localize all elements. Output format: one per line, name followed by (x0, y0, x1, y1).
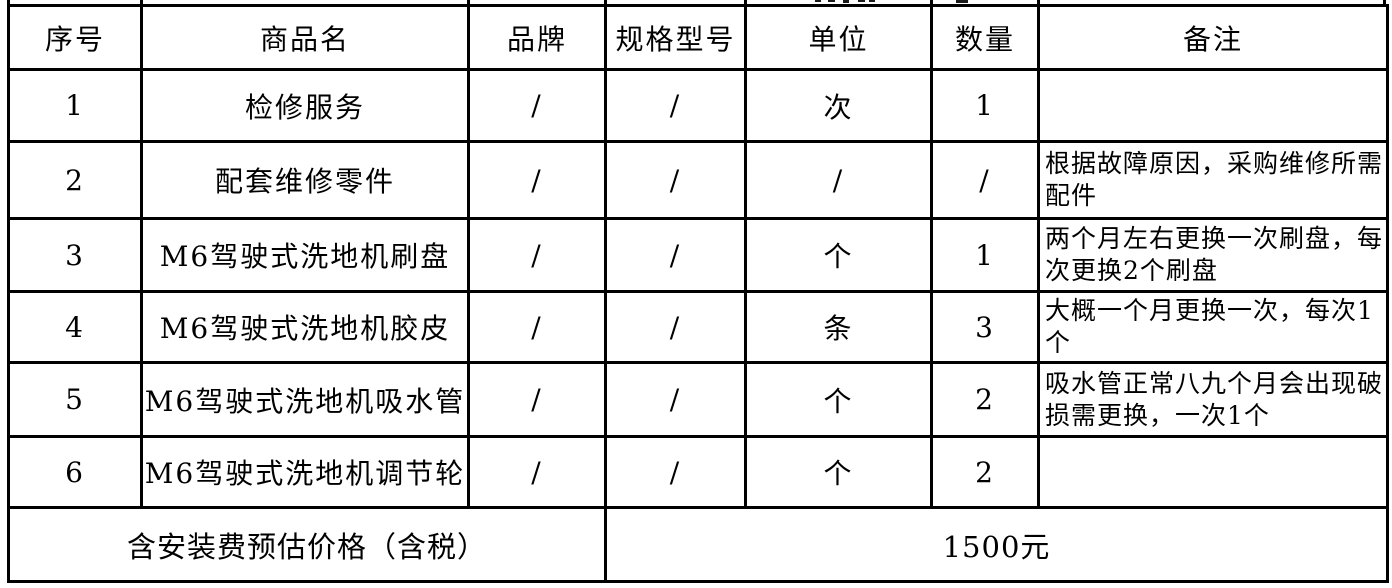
cell-qty: 3 (930, 290, 1040, 364)
cell-qty: 2 (930, 435, 1040, 509)
cell-spec: / (604, 361, 747, 438)
cell-no: 6 (7, 435, 143, 509)
cell-brand: / (467, 68, 607, 143)
cell-no: 1 (7, 68, 143, 143)
cell-name: M6驾驶式洗地机刷盘 (140, 217, 470, 293)
cell-name: 检修服务 (140, 68, 470, 143)
cell-unit: 个 (744, 217, 933, 293)
column-header-no: 序号 (7, 4, 143, 71)
cell-note: 吸水管正常八九个月会出现破损需更换，一次1个 (1037, 361, 1389, 438)
table-header: 序号 商品名 品牌 规格型号 单位 数量 备注 (7, 4, 1389, 71)
cell-spec: / (604, 435, 747, 509)
cell-unit: 个 (744, 361, 933, 438)
column-header-note: 备注 (1037, 4, 1389, 71)
column-header-spec: 规格型号 (604, 4, 747, 71)
table-body: 1 检修服务 / / 次 1 2 配套维修零件 / / / / 根据故障原因，采… (7, 68, 1389, 509)
cell-unit: 条 (744, 290, 933, 364)
cell-brand: / (467, 217, 607, 293)
footer-price-value: 1500元 (604, 506, 1389, 583)
quotation-table: 序号 商品名 品牌 规格型号 单位 数量 备注 1 检修服务 / / 次 1 2… (7, 4, 1389, 583)
cell-name: M6驾驶式洗地机吸水管 (140, 361, 470, 438)
cell-no: 2 (7, 140, 143, 220)
cell-note: 两个月左右更换一次刷盘，每次更换2个刷盘 (1037, 217, 1389, 293)
column-header-brand: 品牌 (467, 4, 607, 71)
table-row: 4 M6驾驶式洗地机胶皮 / / 条 3 大概一个月更换一次，每次1个 (7, 290, 1389, 364)
table-row: 6 M6驾驶式洗地机调节轮 / / 个 2 (7, 435, 1389, 509)
cell-note: 大概一个月更换一次，每次1个 (1037, 290, 1389, 364)
table-row: 5 M6驾驶式洗地机吸水管 / / 个 2 吸水管正常八九个月会出现破损需更换，… (7, 361, 1389, 438)
cell-note: 根据故障原因，采购维修所需配件 (1037, 140, 1389, 220)
cell-unit: 次 (744, 68, 933, 143)
cell-no: 4 (7, 290, 143, 364)
table-row: 2 配套维修零件 / / / / 根据故障原因，采购维修所需配件 (7, 140, 1389, 220)
table-footer: 含安装费预估价格（含税） 1500元 (7, 506, 1389, 583)
cell-name: M6驾驶式洗地机胶皮 (140, 290, 470, 364)
cell-brand: / (467, 140, 607, 220)
cell-spec: / (604, 140, 747, 220)
footer-price-label: 含安装费预估价格（含税） (7, 506, 607, 583)
column-header-qty: 数量 (930, 4, 1040, 71)
cell-qty: 2 (930, 361, 1040, 438)
cell-spec: / (604, 68, 747, 143)
table-row: 1 检修服务 / / 次 1 (7, 68, 1389, 143)
header-row: 序号 商品名 品牌 规格型号 单位 数量 备注 (7, 4, 1389, 71)
cell-no: 5 (7, 361, 143, 438)
cell-spec: / (604, 217, 747, 293)
cell-qty: / (930, 140, 1040, 220)
cell-spec: / (604, 290, 747, 364)
cell-unit: 个 (744, 435, 933, 509)
cell-brand: / (467, 290, 607, 364)
column-header-name: 商品名 (140, 4, 470, 71)
cell-no: 3 (7, 217, 143, 293)
table-row: 3 M6驾驶式洗地机刷盘 / / 个 1 两个月左右更换一次刷盘，每次更换2个刷… (7, 217, 1389, 293)
cell-note (1037, 68, 1389, 143)
column-header-unit: 单位 (744, 4, 933, 71)
cell-brand: / (467, 361, 607, 438)
cell-name: M6驾驶式洗地机调节轮 (140, 435, 470, 509)
cell-name: 配套维修零件 (140, 140, 470, 220)
cell-qty: 1 (930, 68, 1040, 143)
cell-note (1037, 435, 1389, 509)
footer-row: 含安装费预估价格（含税） 1500元 (7, 506, 1389, 583)
cell-unit: / (744, 140, 933, 220)
cell-brand: / (467, 435, 607, 509)
cell-qty: 1 (930, 217, 1040, 293)
